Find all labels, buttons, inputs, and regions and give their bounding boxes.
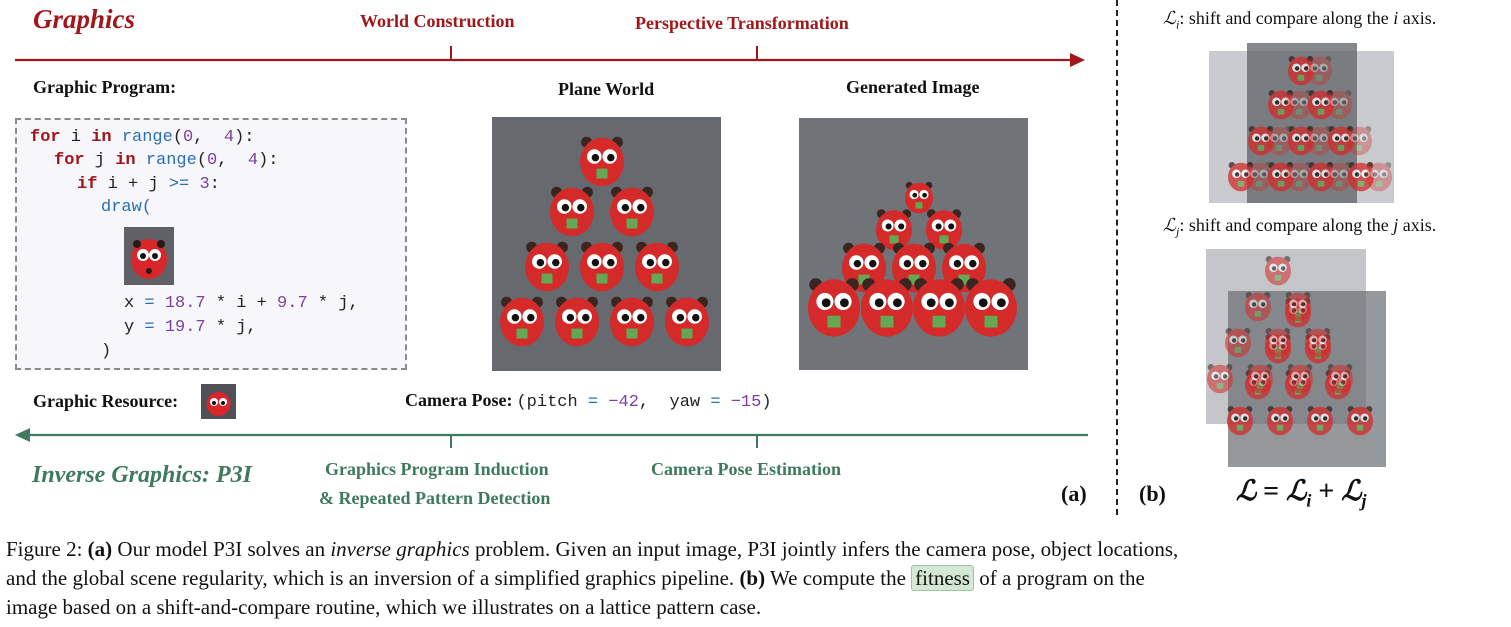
loss-formula: ℒ = ℒi + ℒj — [1236, 476, 1367, 511]
program-induction-label: Graphics Program Induction — [325, 459, 549, 479]
plane-world-label: Plane World — [558, 79, 655, 99]
plane-world-image — [492, 117, 721, 371]
fitness-highlight: fitness — [911, 565, 974, 591]
camera-pose: Camera Pose: (pitch = −42, yaw = −15) — [405, 390, 772, 415]
code-line-4: draw( — [101, 198, 153, 217]
graphics-title: Graphics — [33, 4, 136, 34]
camera-pose-label: Camera Pose: — [405, 390, 513, 410]
li-description: ℒi: shift and compare along the i axis. — [1163, 8, 1437, 32]
camera-pose-estimation-label: Camera Pose Estimation — [651, 459, 841, 479]
shift-i-image — [1209, 43, 1397, 205]
panel-b-label: (b) — [1139, 481, 1166, 506]
code-line-3: if i + j >= 3: — [77, 175, 220, 194]
graphic-resource-label: Graphic Resource: — [33, 391, 179, 411]
inverse-arrow — [15, 428, 1088, 448]
strawberry-resource-image — [124, 227, 174, 285]
graphic-resource-icon — [201, 384, 236, 419]
lj-description: ℒj: shift and compare along the j axis. — [1163, 215, 1437, 239]
inverse-graphics-title: Inverse Graphics: P3I — [32, 462, 252, 488]
code-line-2: for j in range(0, 4): — [54, 151, 279, 170]
figure-caption: Figure 2: (a) Our model P3I solves an in… — [6, 537, 1179, 619]
code-line-5: x = 18.7 * i + 9.7 * j, — [124, 294, 359, 313]
generated-image — [799, 118, 1028, 370]
perspective-transformation-label: Perspective Transformation — [635, 13, 849, 33]
forward-arrow — [15, 46, 1085, 67]
code-line-7: ) — [101, 342, 112, 361]
shift-j-image — [1206, 249, 1388, 467]
panel-a-label: (a) — [1061, 481, 1087, 506]
code-line-6: y = 19.7 * j, — [124, 318, 257, 337]
graphic-program-label: Graphic Program: — [33, 77, 177, 97]
camera-pose-values: (pitch = −42, yaw = −15) — [516, 393, 772, 412]
generated-image-label: Generated Image — [846, 77, 980, 97]
pattern-detection-label: & Repeated Pattern Detection — [319, 488, 551, 508]
code-box — [15, 118, 407, 370]
world-construction-label: World Construction — [360, 11, 515, 31]
code-line-1: for i in range(0, 4): — [30, 128, 255, 147]
panel-divider — [1116, 0, 1118, 515]
